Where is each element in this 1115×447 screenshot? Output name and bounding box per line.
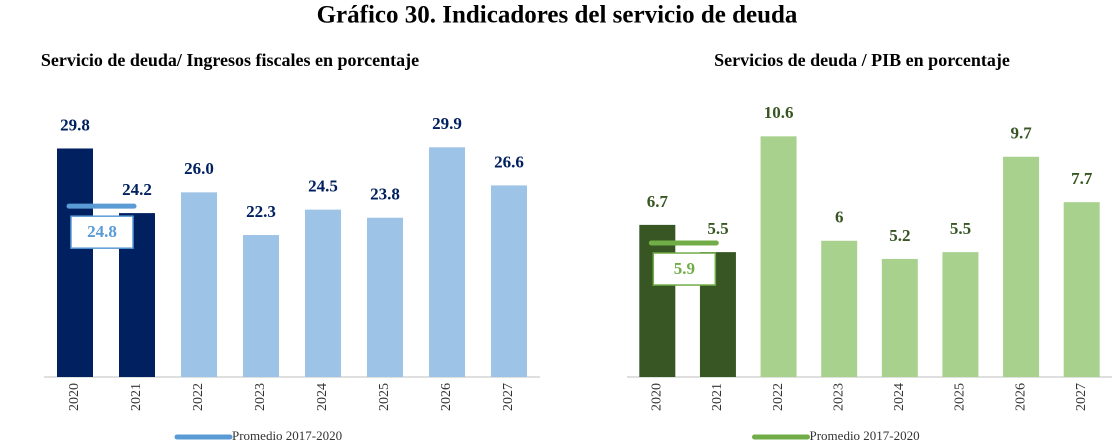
- x-tick-label: 2027: [501, 383, 516, 411]
- x-tick-label: 2021: [710, 383, 725, 411]
- bar: [429, 147, 465, 377]
- x-tick-label: 2024: [892, 383, 907, 411]
- legend-label: Promedio 2017-2020: [232, 428, 342, 443]
- bar: [639, 224, 676, 377]
- average-box: [652, 252, 717, 286]
- x-tick-label: 2020: [67, 383, 82, 411]
- data-label: 6: [835, 208, 844, 227]
- data-label: 10.6: [764, 103, 794, 122]
- x-tick-label: 2026: [1013, 383, 1028, 411]
- bar: [491, 185, 527, 377]
- bar: [760, 136, 797, 377]
- x-tick-label: 2025: [377, 383, 392, 411]
- data-label: 9.7: [1010, 124, 1032, 143]
- bar: [181, 192, 217, 377]
- bar: [942, 252, 979, 377]
- x-tick-label: 2020: [650, 383, 665, 411]
- bar: [881, 258, 918, 377]
- data-label: 23.8: [370, 185, 400, 204]
- data-label: 6.7: [647, 192, 669, 211]
- x-tick-label: 2021: [129, 383, 144, 411]
- x-tick-label: 2027: [1074, 383, 1089, 411]
- bar: [305, 209, 341, 377]
- data-label: 5.5: [707, 219, 728, 238]
- chart-subtitle: Servicios de deuda / PIB en porcentaje: [714, 50, 1010, 70]
- x-tick-label: 2022: [771, 383, 786, 411]
- average-label: 24.8: [87, 222, 117, 241]
- bar: [57, 148, 93, 377]
- data-label: 24.2: [122, 180, 152, 199]
- x-tick-label: 2022: [191, 383, 206, 411]
- bar: [821, 240, 858, 377]
- data-label: 26.6: [494, 152, 524, 171]
- average-label: 5.9: [674, 259, 695, 278]
- x-tick-label: 2025: [953, 383, 968, 411]
- bar: [367, 217, 403, 377]
- bar: [1063, 202, 1100, 377]
- x-tick-label: 2023: [253, 383, 268, 411]
- page-title: Gráfico 30. Indicadores del servicio de …: [317, 2, 798, 29]
- data-label: 7.7: [1071, 169, 1093, 188]
- data-label: 24.5: [308, 177, 338, 196]
- data-label: 29.9: [432, 114, 462, 133]
- bar: [1003, 156, 1040, 377]
- data-label: 5.5: [950, 219, 971, 238]
- data-label: 29.8: [60, 115, 90, 134]
- data-label: 26.0: [184, 159, 214, 178]
- data-label: 5.2: [889, 226, 910, 245]
- data-label: 22.3: [246, 202, 276, 221]
- x-tick-label: 2023: [831, 383, 846, 411]
- x-tick-label: 2024: [315, 383, 330, 411]
- x-tick-label: 2026: [439, 383, 454, 411]
- average-box: [70, 215, 134, 249]
- bar: [243, 235, 279, 377]
- chart-subtitle: Servicio de deuda/ Ingresos fiscales en …: [41, 50, 419, 70]
- legend-label: Promedio 2017-2020: [810, 428, 920, 443]
